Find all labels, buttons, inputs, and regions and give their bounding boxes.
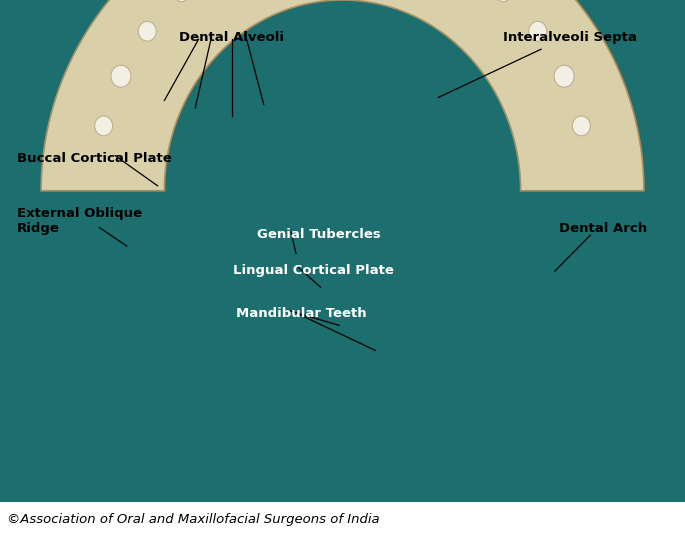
Text: External Oblique
Ridge: External Oblique Ridge bbox=[17, 207, 142, 235]
Ellipse shape bbox=[174, 0, 190, 2]
Text: Dental Alveoli: Dental Alveoli bbox=[179, 31, 284, 44]
Text: Genial Tubercles: Genial Tubercles bbox=[257, 228, 381, 242]
Ellipse shape bbox=[495, 0, 511, 2]
Ellipse shape bbox=[95, 116, 112, 136]
Text: ©Association of Oral and Maxillofacial Surgeons of India: ©Association of Oral and Maxillofacial S… bbox=[7, 513, 379, 526]
Ellipse shape bbox=[138, 21, 156, 41]
Text: Buccal Cortical Plate: Buccal Cortical Plate bbox=[17, 151, 172, 165]
Text: Lingual Cortical Plate: Lingual Cortical Plate bbox=[233, 264, 394, 277]
Text: Mandibular Teeth: Mandibular Teeth bbox=[236, 307, 367, 320]
Text: Interalveoli Septa: Interalveoli Septa bbox=[503, 31, 637, 44]
Text: Dental Arch: Dental Arch bbox=[559, 222, 647, 235]
PathPatch shape bbox=[41, 0, 644, 191]
Ellipse shape bbox=[111, 65, 131, 87]
Ellipse shape bbox=[554, 65, 574, 87]
Ellipse shape bbox=[529, 21, 547, 41]
Ellipse shape bbox=[573, 116, 590, 136]
